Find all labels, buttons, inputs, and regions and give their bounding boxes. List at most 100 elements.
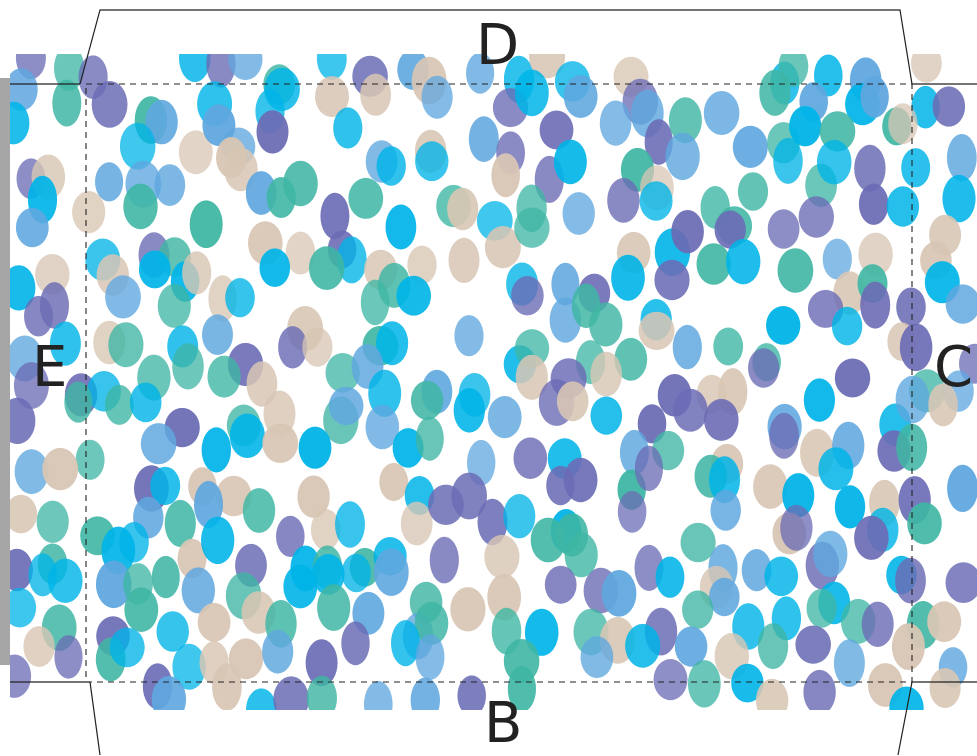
pattern-dot xyxy=(309,246,344,290)
pattern-dot xyxy=(76,440,105,480)
pattern-dot xyxy=(422,76,453,119)
pattern-dot xyxy=(152,556,180,598)
pattern-dot xyxy=(267,177,296,218)
pattern-dot xyxy=(105,275,141,318)
pattern-dot xyxy=(379,463,408,501)
pattern-dot xyxy=(929,215,961,256)
pattern-dot xyxy=(803,670,835,715)
pattern-dot xyxy=(554,140,587,185)
pattern-dot xyxy=(208,356,241,398)
pattern-dot xyxy=(887,186,919,226)
pattern-dot xyxy=(564,458,598,502)
pattern-dot xyxy=(888,103,917,144)
pattern-dot xyxy=(738,172,768,211)
pattern-dot xyxy=(374,549,409,596)
pattern-dot xyxy=(130,383,162,423)
pattern-dot xyxy=(927,601,961,642)
pattern-dot xyxy=(896,376,930,423)
pattern-dot xyxy=(449,238,480,283)
pattern-dot xyxy=(283,565,317,609)
pattern-dot xyxy=(52,80,81,127)
pattern-dot xyxy=(688,660,721,707)
flap-label-right: C xyxy=(934,340,973,396)
pattern-dot xyxy=(108,322,143,367)
pattern-dot xyxy=(364,681,393,728)
pattern-dot xyxy=(697,243,731,285)
pattern-dot xyxy=(154,164,185,206)
pattern-dot xyxy=(673,389,707,432)
pattern-dot xyxy=(64,382,92,423)
pattern-dot xyxy=(488,396,522,438)
pattern-dot xyxy=(335,501,365,548)
pattern-dot xyxy=(264,68,300,111)
pattern-dot xyxy=(361,280,390,326)
pattern-dot xyxy=(1,549,33,591)
pattern-dot xyxy=(202,427,231,472)
pattern-dot xyxy=(123,184,157,230)
pattern-dot xyxy=(124,587,158,632)
pattern-dot xyxy=(813,531,847,577)
pattern-dot xyxy=(0,398,35,444)
pattern-dot xyxy=(759,70,790,116)
pattern-dot xyxy=(415,141,448,181)
pattern-dot xyxy=(602,570,637,617)
pattern-dot xyxy=(590,352,622,397)
pattern-dot xyxy=(832,307,862,346)
pattern-dot xyxy=(491,153,520,197)
flap-label-left: E xyxy=(32,340,67,396)
flap-label-top: D xyxy=(476,18,519,74)
pattern-dot xyxy=(564,75,598,118)
pattern-dot xyxy=(639,312,675,350)
pattern-dot xyxy=(23,626,54,667)
pattern-dot xyxy=(342,554,371,593)
pattern-dot xyxy=(190,200,223,248)
pattern-dot xyxy=(299,427,332,469)
pattern-dot xyxy=(748,348,779,388)
pattern-dot xyxy=(302,327,332,366)
pattern-dot xyxy=(654,659,688,700)
pattern-dot xyxy=(581,636,614,678)
pattern-dot xyxy=(401,502,433,546)
pattern-dot xyxy=(172,343,204,389)
pattern-dot xyxy=(257,110,289,153)
pattern-dot xyxy=(673,325,702,369)
pattern-dot xyxy=(416,634,445,680)
pattern-dot xyxy=(246,688,277,731)
pattern-dot xyxy=(933,86,966,126)
pattern-dot xyxy=(428,485,464,525)
pattern-dot xyxy=(158,284,191,328)
pattern-dot xyxy=(48,559,83,603)
pattern-dot xyxy=(141,423,177,464)
pattern-dot xyxy=(766,306,800,345)
pattern-dot xyxy=(515,70,549,117)
pattern-dot xyxy=(179,34,211,82)
pattern-dot xyxy=(139,250,171,288)
pattern-dot xyxy=(835,359,870,398)
pattern-dot xyxy=(860,282,890,329)
pattern-dot xyxy=(454,315,483,356)
pattern-dot xyxy=(5,495,37,534)
pattern-dot xyxy=(273,676,309,722)
pattern-dot xyxy=(484,535,519,579)
pattern-dot xyxy=(450,587,485,631)
pattern-dot xyxy=(225,278,255,317)
pattern-dot xyxy=(563,192,595,235)
pattern-dot xyxy=(756,679,788,722)
pattern-dot xyxy=(818,447,853,490)
pattern-dot xyxy=(618,491,647,533)
pattern-dot xyxy=(42,448,78,490)
pattern-dot xyxy=(799,196,834,237)
pattern-dot xyxy=(713,328,743,366)
pattern-dot xyxy=(753,464,787,509)
pattern-dot xyxy=(317,37,347,80)
pattern-dot xyxy=(901,148,930,187)
pattern-dot xyxy=(430,537,459,584)
pattern-dot xyxy=(92,81,128,128)
pattern-dot xyxy=(72,191,105,233)
pattern-dot xyxy=(503,494,535,538)
pattern-dot xyxy=(758,623,788,669)
pattern-dot xyxy=(896,288,926,327)
pattern-dot xyxy=(454,388,485,433)
pattern-dot xyxy=(202,314,233,355)
pattern-dot xyxy=(704,91,740,135)
